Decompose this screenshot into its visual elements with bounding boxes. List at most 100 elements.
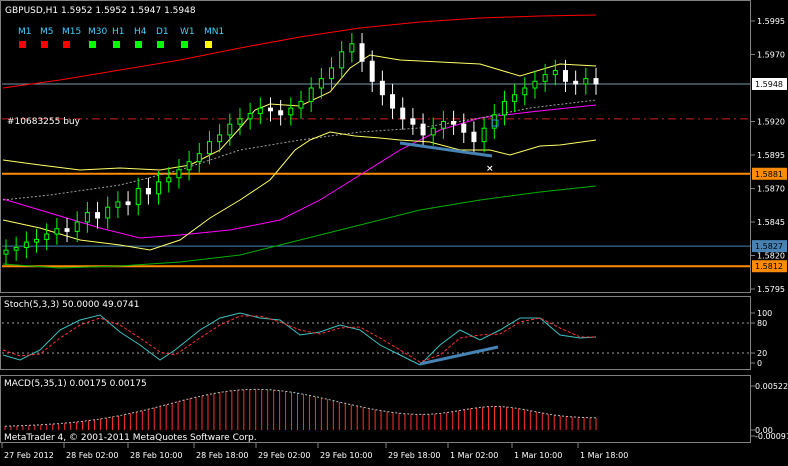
candle-body — [471, 131, 477, 143]
price-tag-label: 1.5827 — [755, 242, 783, 251]
candle-body — [329, 67, 335, 80]
stoch-axis-label: 0 — [757, 359, 762, 368]
candle-body — [593, 78, 599, 85]
timeframe-indicator: M1 M5 M15 M30 H1 H4 D1 W1 MN1 — [18, 27, 224, 48]
candle-body — [135, 188, 141, 206]
candle-body — [430, 127, 436, 136]
candle-body — [237, 118, 243, 125]
time-tick-label: 29 Feb 02:00 — [258, 451, 310, 460]
candle-body — [74, 221, 80, 232]
candle-body — [562, 70, 568, 82]
time-tick-label: 1 Mar 02:00 — [450, 451, 498, 460]
candle-body — [125, 201, 131, 206]
timeframe-status-h1 — [113, 41, 120, 48]
price-tick-label: 1.5895 — [757, 151, 785, 160]
time-axis: 27 Feb 2012 28 Feb 02:00 28 Feb 10:00 28 Fe… — [1, 443, 628, 460]
candle-body — [522, 87, 528, 96]
timeframe-m30: M30 — [88, 27, 107, 37]
candle-body — [288, 107, 294, 116]
time-tick-label: 27 Feb 2012 — [4, 451, 54, 460]
candle-body — [267, 107, 273, 112]
candle-body — [84, 212, 90, 223]
main-panel-frame — [0, 0, 751, 293]
candle-body — [573, 80, 579, 85]
timeframe-m15: M15 — [62, 27, 81, 37]
price-tag-label: 1.5812 — [755, 262, 783, 271]
candle-body — [583, 78, 589, 85]
timeframe-status-m15 — [63, 41, 70, 48]
candle-body — [318, 78, 324, 89]
ma-green-line — [2, 185, 597, 269]
candle-body — [481, 127, 487, 143]
timeframe-h4: H4 — [134, 27, 147, 37]
macd-panel[interactable]: 0.00522 0.00-0.00097 — [4, 382, 788, 441]
close-marker-icon: × — [486, 164, 494, 174]
main-price-panel[interactable]: × — [2, 14, 750, 269]
time-tick-label: 28 Feb 10:00 — [130, 451, 182, 460]
timeframe-status-m1 — [19, 41, 26, 48]
candle-body — [420, 123, 426, 136]
candle-body — [308, 87, 314, 102]
candle-body — [552, 70, 558, 76]
timeframe-m5: M5 — [40, 27, 54, 37]
candle-body — [105, 206, 111, 219]
upper-ma-line — [2, 14, 597, 89]
candle-body — [461, 123, 467, 133]
candle-body — [95, 212, 101, 219]
time-tick-label: 29 Feb 18:00 — [388, 451, 440, 460]
candle-body — [217, 134, 223, 143]
stoch-divergence-trendline — [419, 345, 499, 366]
candle-body — [349, 43, 355, 53]
stoch-axis-label: 100 — [757, 309, 772, 318]
candle-body — [3, 249, 9, 255]
candle-body — [278, 110, 284, 116]
price-tick-label: 1.5795 — [757, 285, 785, 294]
timeframe-h1: H1 — [112, 27, 125, 37]
candle-body — [379, 80, 385, 96]
price-tick-label: 1.5820 — [757, 252, 785, 261]
envelope-upper-line — [2, 54, 597, 171]
candle-body — [501, 100, 507, 116]
candle-body — [44, 233, 50, 240]
timeframe-status-m5 — [41, 41, 48, 48]
candle-body — [369, 60, 375, 82]
stoch-axis-label: 80 — [757, 319, 767, 328]
stoch-main-line — [2, 312, 597, 366]
stoch-panel-frame — [0, 296, 751, 370]
candle-body — [247, 112, 253, 120]
time-tick-label: 1 Mar 10:00 — [514, 451, 562, 460]
envelope-lower-line — [2, 131, 597, 251]
chart-title: GBPUSD,H1 1.5952 1.5952 1.5947 1.5948 — [5, 6, 196, 16]
macd-signal-line — [4, 388, 597, 427]
candle-body — [339, 51, 345, 69]
divergence-trendline — [399, 141, 493, 158]
macd-axis-label: 0.00522 — [755, 382, 788, 391]
stoch-axis-label: 20 — [757, 349, 767, 358]
timeframe-d1: D1 — [156, 27, 169, 37]
price-tick-label: 1.5870 — [757, 185, 785, 194]
time-tick-label: 28 Feb 02:00 — [66, 451, 118, 460]
candle-body — [64, 228, 70, 232]
candle-body — [298, 100, 304, 109]
price-tag-label: 1.5881 — [755, 170, 783, 179]
candle-body — [532, 80, 538, 89]
timeframe-status-d1 — [157, 41, 164, 48]
candle-body — [410, 118, 416, 125]
macd-label: MACD(5,35,1) 0.00175 0.00175 — [4, 379, 147, 389]
price-tag — [752, 77, 787, 90]
candle-body — [390, 94, 396, 109]
timeframe-w1: W1 — [180, 27, 195, 37]
price-tick-label: 1.5845 — [757, 218, 785, 227]
candle-body — [13, 246, 19, 251]
candle-body — [227, 123, 233, 136]
order-arrow-icon — [491, 119, 499, 127]
candle-body — [186, 161, 192, 171]
time-tick-label: 29 Feb 10:00 — [320, 451, 372, 460]
stoch-signal-line — [2, 315, 596, 363]
timeframe-m1: M1 — [18, 27, 32, 37]
price-axis: 1.5995 1.5970 1.5920 1.5895 1.5870 1.5845 1.58… — [751, 17, 787, 294]
timeframe-status-w1 — [181, 41, 188, 48]
